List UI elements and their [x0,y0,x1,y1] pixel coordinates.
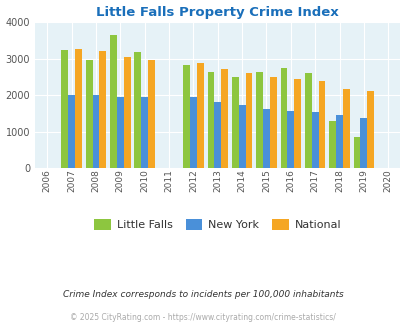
Bar [75,49,82,168]
Bar [318,82,325,168]
Bar [221,69,228,168]
Bar [207,72,214,168]
Bar [148,60,155,168]
Bar [335,115,342,168]
Bar [141,97,148,168]
Bar [353,137,360,168]
Bar [68,95,75,168]
Bar [328,121,335,168]
Bar [256,72,262,168]
Bar [190,97,196,168]
Bar [342,89,349,168]
Text: Crime Index corresponds to incidents per 100,000 inhabitants: Crime Index corresponds to incidents per… [62,290,343,299]
Bar [269,77,276,168]
Bar [360,118,367,168]
Text: © 2025 CityRating.com - https://www.cityrating.com/crime-statistics/: © 2025 CityRating.com - https://www.city… [70,313,335,322]
Bar [311,112,318,168]
Bar [214,102,221,168]
Bar [196,63,203,168]
Bar [231,78,238,168]
Bar [99,51,106,168]
Bar [85,60,92,168]
Bar [117,97,124,168]
Legend: Little Falls, New York, National: Little Falls, New York, National [90,214,345,235]
Bar [110,35,117,168]
Title: Little Falls Property Crime Index: Little Falls Property Crime Index [96,6,338,18]
Bar [280,68,287,168]
Bar [134,52,141,168]
Bar [61,50,68,168]
Bar [304,73,311,168]
Bar [294,79,301,168]
Bar [262,109,269,168]
Bar [367,91,373,168]
Bar [238,105,245,168]
Bar [92,95,99,168]
Bar [124,57,130,168]
Bar [183,65,190,168]
Bar [287,111,294,168]
Bar [245,74,252,168]
